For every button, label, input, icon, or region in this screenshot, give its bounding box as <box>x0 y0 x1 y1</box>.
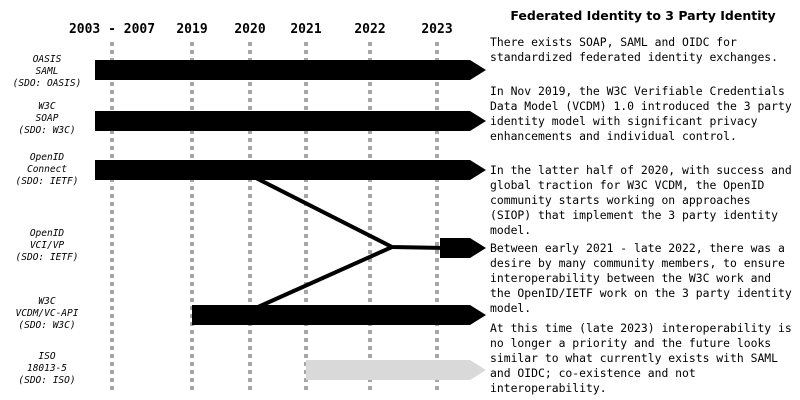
year-label-2020: 2020 <box>234 22 265 37</box>
bar-iso-18013-5 <box>306 360 486 380</box>
paragraph-2020: In the latter half of 2020, with success… <box>490 163 792 237</box>
row-label-line: (SDO: IETF) <box>16 252 79 263</box>
row-label-oasis-saml: OASIS SAML (SDO: OASIS) <box>13 54 82 89</box>
row-label-line: (SDO: W3C) <box>18 320 75 331</box>
row-label-openid-connect: OpenID Connect (SDO: IETF) <box>16 152 79 187</box>
row-label-iso-18013-5: ISO 18013-5 (SDO: ISO) <box>18 351 75 386</box>
year-gridlines <box>110 42 439 392</box>
timeline-diagram: 2003 - 2007 2019 2020 2021 2022 2023 OAS… <box>13 22 486 392</box>
paragraph-2019: In Nov 2019, the W3C Verifiable Credenti… <box>490 84 792 143</box>
row-label-line: Connect <box>27 164 67 175</box>
row-label-w3c-vcdm: W3C VCDM/VC-API (SDO: W3C) <box>16 296 79 331</box>
panel-title: Federated Identity to 3 Party Identity <box>510 8 776 23</box>
row-label-line: SOAP <box>36 113 59 124</box>
paragraph-federated: There exists SOAP, SAML and OIDC for sta… <box>490 35 779 64</box>
paragraph-2021-2022: Between early 2021 - late 2022, there wa… <box>490 241 792 315</box>
paragraph-2023: At this time (late 2023) interoperabilit… <box>490 321 792 395</box>
year-label-2023: 2023 <box>421 22 452 37</box>
row-label-line: VCI/VP <box>30 240 65 251</box>
row-label-line: SAML <box>36 66 59 77</box>
row-label-line: OASIS <box>33 54 62 65</box>
year-label-2021: 2021 <box>290 22 321 37</box>
row-label-line: OpenID <box>30 152 65 163</box>
row-label-line: (SDO: W3C) <box>18 125 75 136</box>
row-label-line: (SDO: OASIS) <box>13 78 82 89</box>
row-label-line: 18013-5 <box>27 363 67 374</box>
connector-openid-to-junction <box>251 174 446 250</box>
year-label-2022: 2022 <box>354 22 385 37</box>
bar-w3c-vcdm <box>192 305 486 325</box>
bar-w3c-soap <box>95 111 486 131</box>
row-label-openid-vci-vp: OpenID VCI/VP (SDO: IETF) <box>16 228 79 263</box>
row-label-line: W3C <box>38 101 55 112</box>
connector-vcdm-to-junction <box>257 245 393 309</box>
year-label-2019: 2019 <box>176 22 207 37</box>
row-label-w3c-soap: W3C SOAP (SDO: W3C) <box>18 101 75 136</box>
row-label-line: VCDM/VC-API <box>16 308 79 319</box>
bar-openid-connect <box>95 160 486 180</box>
row-label-line: W3C <box>38 296 55 307</box>
bar-openid-vci-vp <box>440 238 486 258</box>
row-label-line: (SDO: ISO) <box>18 375 75 386</box>
bar-oasis-saml <box>95 60 486 80</box>
row-label-line: ISO <box>38 351 55 362</box>
year-label-2003-2007: 2003 - 2007 <box>69 22 155 37</box>
description-panel: Federated Identity to 3 Party Identity T… <box>490 8 796 395</box>
row-label-line: (SDO: IETF) <box>16 176 79 187</box>
row-label-line: OpenID <box>30 228 65 239</box>
